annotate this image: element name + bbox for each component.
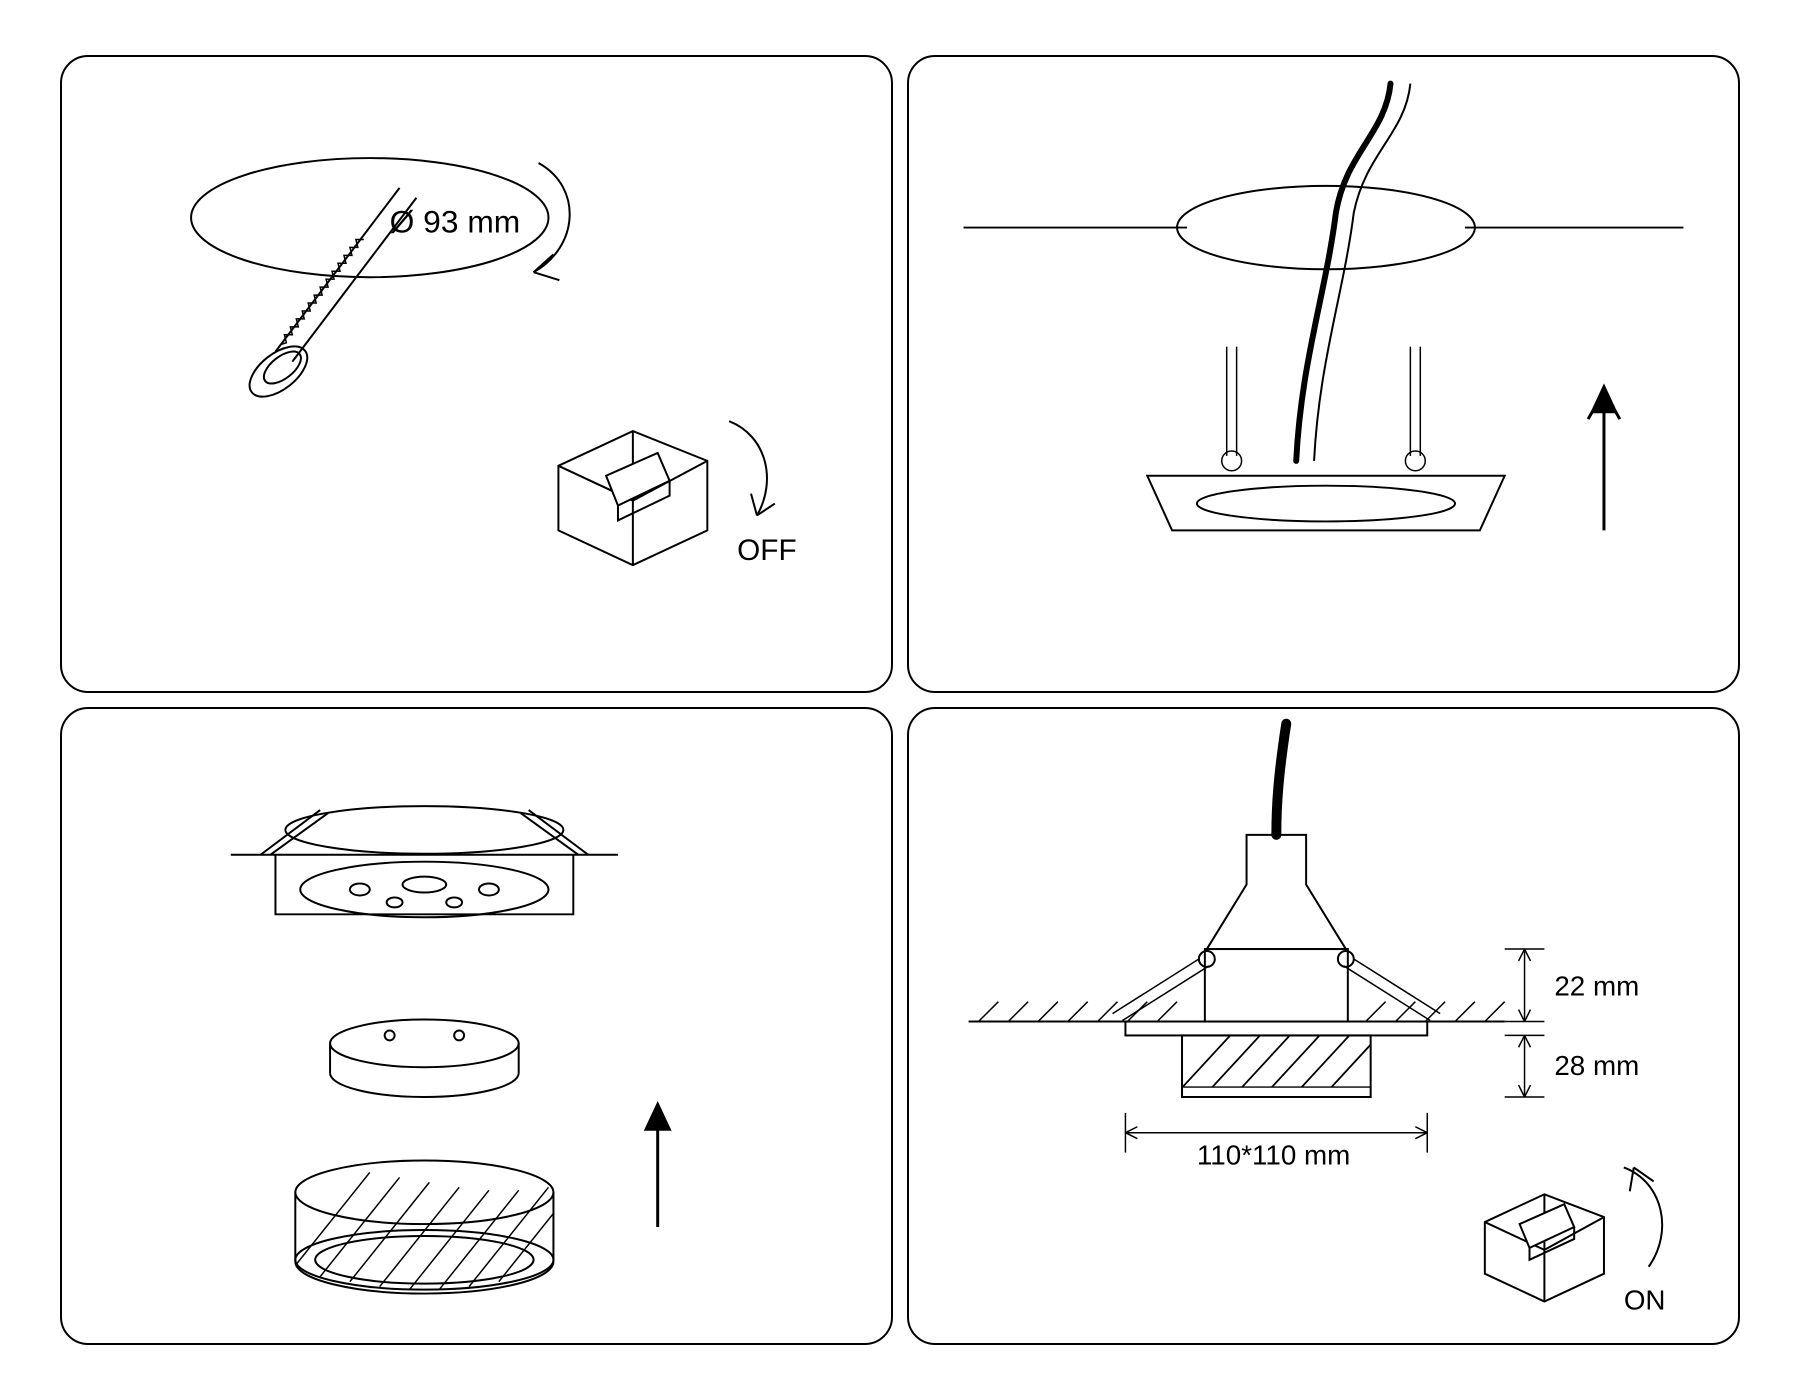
panel-step-3 <box>60 707 893 1345</box>
panel-step-4: 22 mm 28 mm 110*110 mm ON <box>907 707 1740 1345</box>
panel-step-2 <box>907 55 1740 693</box>
panel1-svg: Ø 93 mm OFF <box>62 57 891 691</box>
panel3-svg <box>62 709 891 1343</box>
panel-step-1: Ø 93 mm OFF <box>60 55 893 693</box>
dim-width-label: 110*110 mm <box>1197 1139 1350 1170</box>
switch-on-label: ON <box>1624 1284 1666 1315</box>
panel4-svg: 22 mm 28 mm 110*110 mm ON <box>909 709 1738 1343</box>
hole-diameter-label: Ø 93 mm <box>390 204 521 240</box>
panel2-svg <box>909 57 1738 691</box>
switch-off-label: OFF <box>737 534 797 567</box>
dim-28mm-label: 28 mm <box>1554 1050 1639 1081</box>
dim-22mm-label: 22 mm <box>1554 971 1639 1002</box>
